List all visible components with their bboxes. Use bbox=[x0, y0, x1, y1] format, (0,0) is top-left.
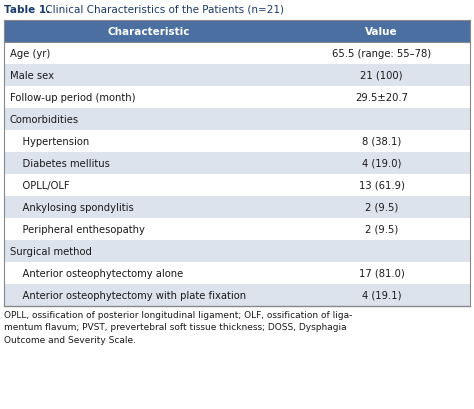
Text: OPLL/OLF: OPLL/OLF bbox=[10, 180, 70, 191]
Bar bbox=[4, 262, 470, 284]
Text: 21 (100): 21 (100) bbox=[360, 71, 403, 81]
Text: 13 (61.9): 13 (61.9) bbox=[358, 180, 404, 191]
Bar bbox=[4, 87, 470, 109]
Bar bbox=[4, 65, 470, 87]
Bar bbox=[4, 21, 470, 43]
Text: Clinical Characteristics of the Patients (n=21): Clinical Characteristics of the Patients… bbox=[42, 5, 284, 15]
Bar bbox=[4, 43, 470, 65]
Text: Value: Value bbox=[365, 27, 398, 37]
Text: Diabetes mellitus: Diabetes mellitus bbox=[10, 159, 110, 169]
Text: 4 (19.1): 4 (19.1) bbox=[362, 290, 401, 300]
Bar bbox=[4, 284, 470, 306]
Text: 65.5 (range: 55–78): 65.5 (range: 55–78) bbox=[332, 49, 431, 59]
Bar bbox=[4, 175, 470, 196]
Text: 29.5±20.7: 29.5±20.7 bbox=[355, 93, 408, 103]
Bar bbox=[4, 153, 470, 175]
Text: OPLL, ossification of posterior longitudinal ligament; OLF, ossification of liga: OPLL, ossification of posterior longitud… bbox=[4, 310, 352, 344]
Text: Surgical method: Surgical method bbox=[10, 246, 92, 256]
Text: Male sex: Male sex bbox=[10, 71, 54, 81]
Text: 17 (81.0): 17 (81.0) bbox=[359, 268, 404, 278]
Bar bbox=[4, 218, 470, 240]
Text: 2 (9.5): 2 (9.5) bbox=[365, 225, 398, 234]
Bar bbox=[4, 109, 470, 131]
Text: Peripheral enthesopathy: Peripheral enthesopathy bbox=[10, 225, 145, 234]
Text: Follow-up period (month): Follow-up period (month) bbox=[10, 93, 136, 103]
Text: 8 (38.1): 8 (38.1) bbox=[362, 137, 401, 147]
Text: Table 1.: Table 1. bbox=[4, 5, 50, 15]
Bar bbox=[4, 240, 470, 262]
Text: Anterior osteophytectomy alone: Anterior osteophytectomy alone bbox=[10, 268, 183, 278]
Text: 4 (19.0): 4 (19.0) bbox=[362, 159, 401, 169]
Bar bbox=[4, 131, 470, 153]
Text: 2 (9.5): 2 (9.5) bbox=[365, 202, 398, 213]
Bar bbox=[4, 196, 470, 218]
Text: Ankylosing spondylitis: Ankylosing spondylitis bbox=[10, 202, 134, 213]
Text: Hypertension: Hypertension bbox=[10, 137, 89, 147]
Text: Comorbidities: Comorbidities bbox=[10, 115, 79, 125]
Text: Age (yr): Age (yr) bbox=[10, 49, 50, 59]
Text: Characteristic: Characteristic bbox=[107, 27, 190, 37]
Text: Anterior osteophytectomy with plate fixation: Anterior osteophytectomy with plate fixa… bbox=[10, 290, 246, 300]
